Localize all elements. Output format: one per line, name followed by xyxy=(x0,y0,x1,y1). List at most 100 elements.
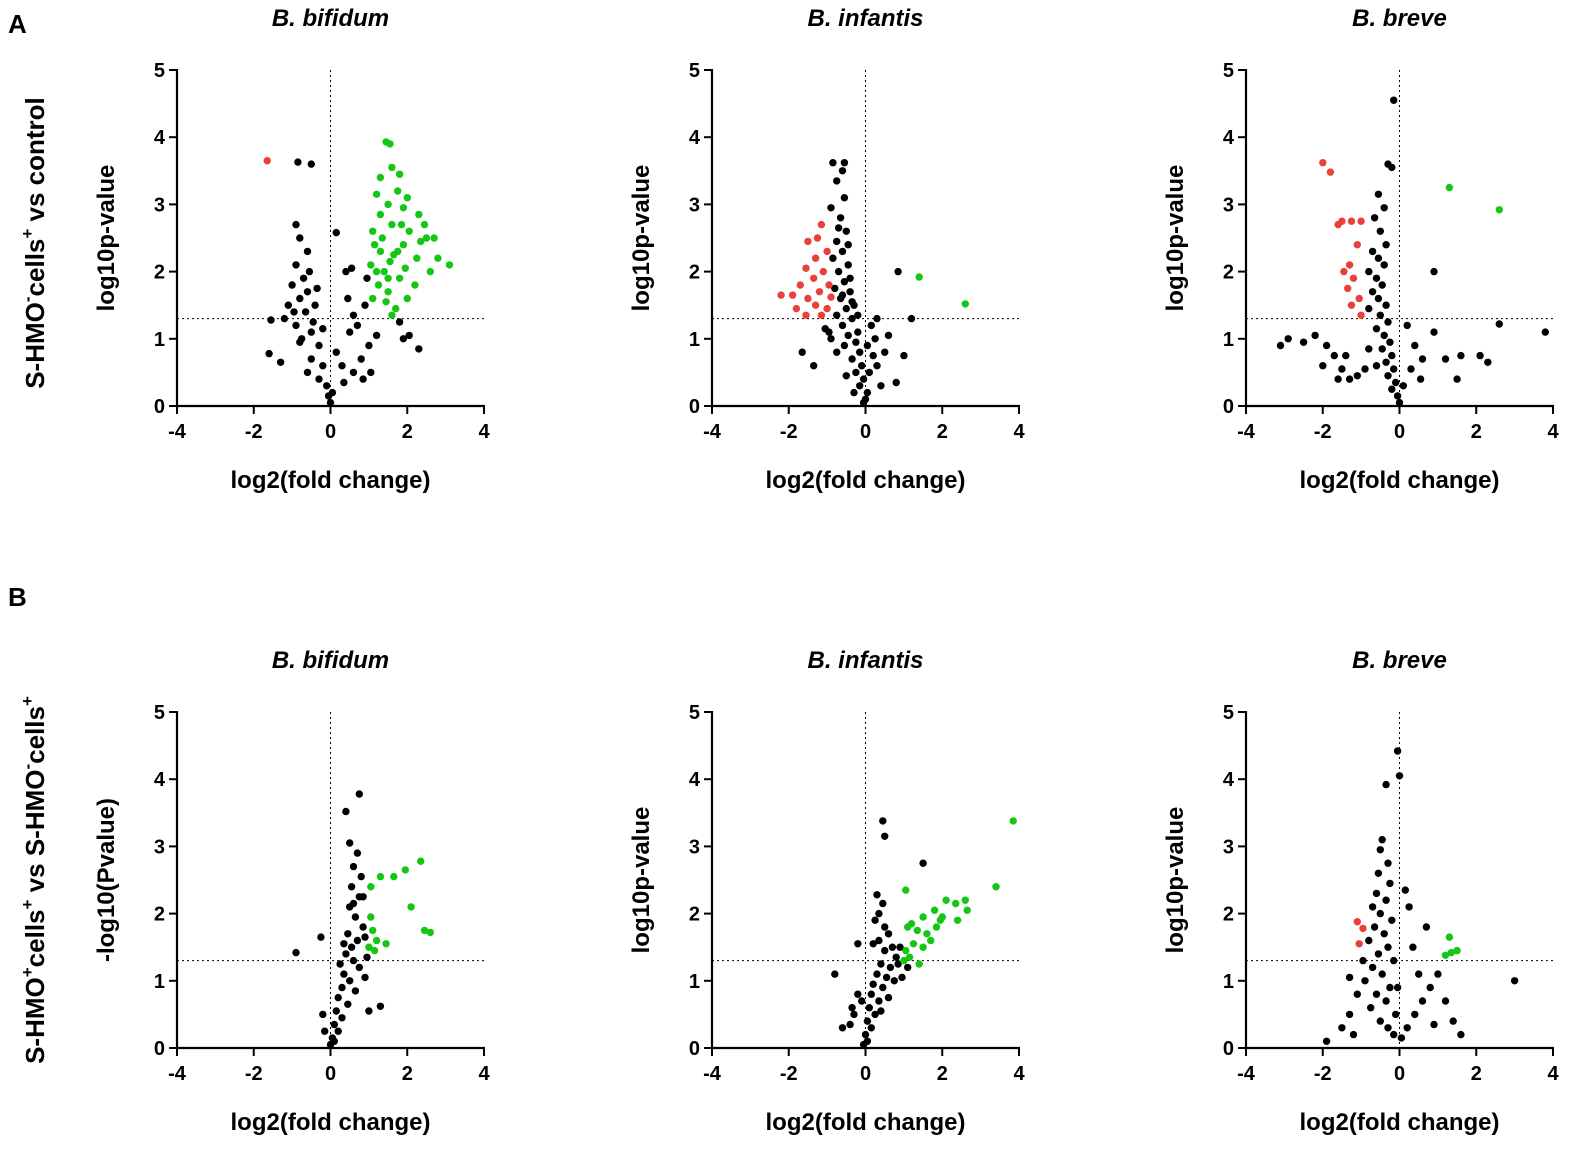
data-point xyxy=(340,940,348,948)
data-point xyxy=(330,1037,338,1046)
data-point xyxy=(1382,997,1390,1005)
data-point xyxy=(344,1000,352,1008)
x-tick-label: 0 xyxy=(1394,1063,1405,1085)
data-point xyxy=(1388,163,1396,172)
data-point xyxy=(858,362,866,370)
data-points-b3 xyxy=(1322,747,1519,1046)
up-regulated-point xyxy=(388,163,396,172)
data-point xyxy=(1380,331,1388,340)
data-point xyxy=(827,335,835,343)
y-tick-label: 5 xyxy=(154,60,165,82)
data-point xyxy=(844,261,852,269)
data-point xyxy=(1319,362,1327,370)
data-point xyxy=(342,267,350,276)
data-point xyxy=(838,167,847,175)
data-point xyxy=(1418,997,1427,1005)
data-point xyxy=(276,358,285,366)
down-regulated-point xyxy=(802,264,810,272)
down-regulated-point xyxy=(811,301,820,309)
data-point xyxy=(840,159,849,167)
up-regulated-point xyxy=(930,906,939,914)
data-point xyxy=(359,923,367,931)
data-point xyxy=(884,930,893,938)
x-axis-title: log2(fold change) xyxy=(1300,1109,1500,1136)
data-point xyxy=(1430,328,1438,336)
data-point xyxy=(848,355,856,363)
y-tick-label: 2 xyxy=(1223,904,1234,926)
data-point xyxy=(848,314,856,323)
data-point xyxy=(1393,983,1402,992)
data-point xyxy=(334,993,342,1002)
up-regulated-point xyxy=(372,190,381,198)
x-tick-label: 2 xyxy=(1471,1063,1482,1085)
data-point xyxy=(351,913,360,921)
down-regulated-point xyxy=(823,247,831,256)
data-point xyxy=(829,159,837,167)
down-regulated-point xyxy=(1357,311,1365,319)
data-points-a1 xyxy=(263,138,454,407)
x-axis-title: log2(fold change) xyxy=(231,1109,431,1136)
down-regulated-point xyxy=(813,234,822,242)
data-point xyxy=(1388,916,1396,924)
up-regulated-point xyxy=(399,241,408,249)
data-point xyxy=(1276,341,1285,350)
up-regulated-point xyxy=(923,930,931,938)
data-point xyxy=(894,267,902,276)
data-point xyxy=(879,983,887,992)
data-point xyxy=(1390,365,1398,373)
data-point xyxy=(340,378,348,387)
y-tick-label: 0 xyxy=(154,396,165,418)
data-point xyxy=(871,335,879,343)
data-point xyxy=(1353,372,1362,380)
x-axis-title: log2(fold change) xyxy=(766,1109,966,1136)
data-point xyxy=(877,1007,885,1015)
down-regulated-point xyxy=(1353,918,1362,926)
data-point xyxy=(296,294,304,303)
up-regulated-point xyxy=(401,866,409,874)
data-point xyxy=(875,909,883,918)
data-point xyxy=(1392,378,1400,387)
data-point xyxy=(869,980,877,988)
up-regulated-point xyxy=(426,267,434,276)
data-point xyxy=(361,301,369,309)
data-point xyxy=(1370,923,1379,931)
data-point xyxy=(829,254,837,262)
down-regulated-point xyxy=(1349,274,1358,282)
data-point xyxy=(299,274,308,282)
data-point xyxy=(836,214,845,222)
down-regulated-point xyxy=(802,311,810,319)
data-point xyxy=(349,956,358,965)
data-point xyxy=(296,338,304,346)
data-point xyxy=(881,923,889,931)
data-point xyxy=(1434,970,1442,978)
up-regulated-point xyxy=(913,926,921,935)
charts-layer: B. bifidum 0 1 2 3 4 5 -4 -2 0 2 4 log2(fold change)… xyxy=(93,5,1559,1136)
data-point xyxy=(1365,345,1373,353)
up-regulated-point xyxy=(963,906,971,914)
data-point xyxy=(1392,1010,1400,1019)
data-point xyxy=(1353,990,1362,998)
data-point xyxy=(1345,1010,1354,1019)
data-point xyxy=(1393,392,1402,400)
data-point xyxy=(844,241,852,249)
y-tick-label: 2 xyxy=(154,904,165,926)
data-point xyxy=(1397,1034,1406,1042)
up-regulated-point xyxy=(900,956,908,965)
data-point xyxy=(1378,970,1386,978)
y-tick-label: 4 xyxy=(1223,127,1235,149)
data-point xyxy=(873,362,881,370)
data-point xyxy=(854,328,862,336)
data-point xyxy=(881,832,889,840)
x-tick-label: -4 xyxy=(1237,421,1256,443)
data-point xyxy=(347,883,356,891)
up-regulated-point xyxy=(961,896,969,904)
x-tick-label: 2 xyxy=(937,421,948,443)
data-point xyxy=(1380,204,1388,212)
data-point xyxy=(1370,214,1379,222)
plot-title-b3: B. breve xyxy=(1352,647,1447,674)
up-regulated-point xyxy=(420,220,429,229)
data-point xyxy=(842,304,850,313)
y-tick-label: 3 xyxy=(689,836,700,858)
up-regulated-point xyxy=(376,872,385,881)
data-point xyxy=(886,963,895,972)
